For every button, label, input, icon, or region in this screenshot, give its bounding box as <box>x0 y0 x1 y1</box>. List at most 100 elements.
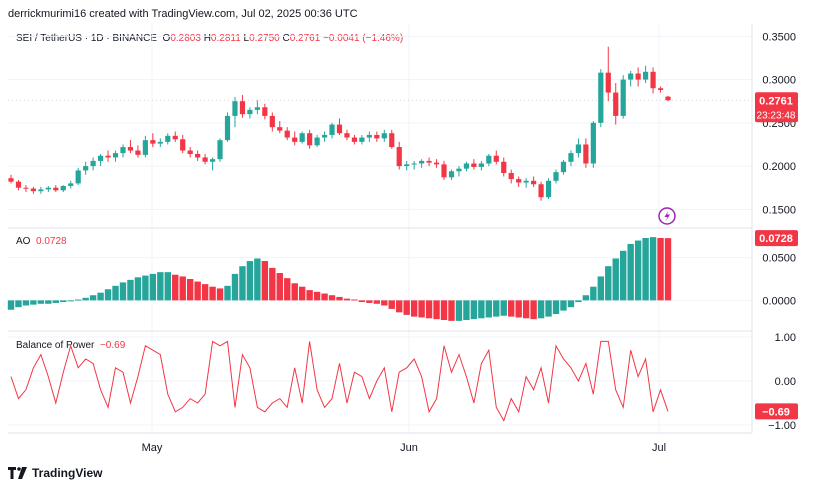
ao-bar <box>224 285 231 301</box>
ao-bar <box>597 276 605 301</box>
bop-tick-label: 0.00 <box>775 376 796 388</box>
ao-bar <box>104 289 112 301</box>
candle-body <box>142 140 148 155</box>
high-label: H <box>203 33 211 44</box>
ao-bar <box>664 238 672 301</box>
ao-value-label: 0.0728 <box>759 233 793 245</box>
candle-body <box>172 135 178 140</box>
bop-tick-label: −1.00 <box>768 420 796 432</box>
symbol-legend: SEI / TetherUS · 1D · BINANCE O0.2803 H0… <box>16 33 403 44</box>
candle-body <box>15 181 22 188</box>
bop-series <box>10 340 669 422</box>
candle-body <box>292 137 298 142</box>
ao-bar <box>7 300 15 310</box>
ao-bar <box>298 286 306 301</box>
ao-bar <box>433 300 440 320</box>
candle-body <box>239 101 246 115</box>
footer-brand[interactable]: TradingView <box>8 466 102 480</box>
candle-body <box>217 140 223 160</box>
open-value: 0.2803 <box>170 33 201 44</box>
low-label: L <box>243 33 250 44</box>
candle-body <box>613 92 619 116</box>
ao-bar <box>381 300 388 306</box>
ao-bar <box>343 298 351 301</box>
ao-bar <box>179 276 186 301</box>
ao-bar <box>328 295 336 301</box>
candle-body <box>441 164 447 178</box>
bop-legend[interactable]: Balance of Power −0.69 <box>16 340 125 351</box>
time-tick-label: Jun <box>400 442 418 454</box>
candle-body <box>516 179 522 183</box>
candle-body <box>568 153 574 162</box>
ao-bar <box>67 300 74 302</box>
ao-bar <box>149 273 157 301</box>
last-price-badge <box>755 92 798 123</box>
ao-bar <box>552 300 560 315</box>
ao-bar <box>448 300 455 321</box>
ao-bar <box>545 300 552 317</box>
candle-body <box>605 72 611 93</box>
candle-body <box>583 144 589 164</box>
time-tick-label: May <box>142 442 163 454</box>
symbol-name[interactable]: SEI / TetherUS · 1D · BINANCE <box>16 33 157 44</box>
candle-body <box>75 170 81 184</box>
ao-bar <box>15 300 22 308</box>
ao-legend[interactable]: AO 0.0728 <box>16 236 67 247</box>
ao-bar <box>157 272 164 301</box>
candle-body <box>620 79 626 116</box>
candle-body <box>38 189 44 192</box>
ao-value-badge <box>755 230 798 247</box>
candle-body <box>269 115 275 128</box>
ao-bar <box>530 300 537 320</box>
author-line: derrickmurimi16 created with TradingView… <box>8 8 358 20</box>
ao-name: AO <box>16 236 31 247</box>
candle-body <box>314 137 320 146</box>
ao-bar <box>134 277 142 301</box>
ao-bar <box>119 282 127 301</box>
ao-bar <box>440 300 448 321</box>
candle-body <box>202 157 208 162</box>
ao-bar <box>291 283 298 301</box>
candle-body <box>68 183 74 186</box>
candle-body <box>284 130 290 138</box>
candle-body <box>628 73 634 80</box>
ao-bar <box>605 266 612 301</box>
ao-value: 0.0728 <box>36 236 67 247</box>
candle-body <box>538 184 544 198</box>
ao-bar <box>336 296 343 301</box>
candle-body <box>471 163 477 167</box>
candle-body <box>478 163 484 167</box>
close-label: C <box>282 33 290 44</box>
candle-body <box>254 107 260 110</box>
candle-body <box>456 168 462 172</box>
ao-bar <box>209 286 216 301</box>
candle-body <box>665 96 671 101</box>
ao-bar <box>172 274 179 301</box>
candle-body <box>389 133 395 148</box>
bop-value-label: −0.69 <box>762 406 790 418</box>
ao-bar <box>127 279 134 301</box>
ao-bar <box>194 281 201 301</box>
ao-bar <box>627 243 634 301</box>
ao-bar <box>97 292 104 301</box>
ao-bar <box>590 286 597 301</box>
candle-body <box>23 187 29 189</box>
ao-bar <box>567 300 575 308</box>
ao-series <box>7 237 672 321</box>
price-axis: 0.15000.20000.25000.30000.35000.276123:2… <box>755 31 798 432</box>
candle-body <box>486 155 492 164</box>
ao-bar <box>575 300 582 303</box>
ao-bar <box>522 300 530 319</box>
ao-bar <box>201 284 209 301</box>
ao-bar <box>373 300 381 304</box>
candle-body <box>150 140 156 144</box>
candle-body <box>366 134 372 138</box>
candle-body <box>195 153 201 158</box>
candle-body <box>590 122 596 164</box>
ao-bar <box>89 295 97 301</box>
candle-body <box>8 178 14 182</box>
ao-bar <box>164 272 171 301</box>
ao-bar <box>485 300 493 318</box>
lightning-icon[interactable] <box>658 207 676 225</box>
